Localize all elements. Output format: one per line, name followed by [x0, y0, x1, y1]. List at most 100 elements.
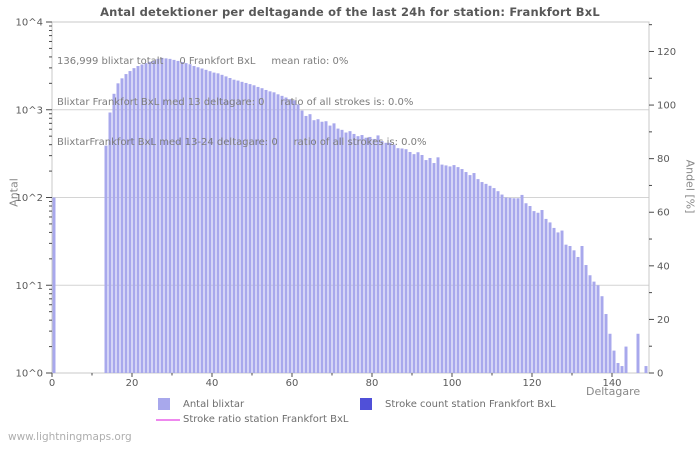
bar-antal-blixtar — [492, 188, 496, 373]
x-axis-tick-label: 20 — [126, 378, 139, 389]
bar-antal-blixtar — [472, 173, 476, 373]
bar-antal-blixtar — [172, 59, 176, 374]
bar-antal-blixtar — [484, 183, 488, 373]
right-axis-tick-label: 40 — [657, 261, 670, 272]
bar-antal-blixtar — [224, 76, 228, 373]
bar-antal-blixtar — [200, 68, 204, 373]
bar-antal-blixtar — [252, 85, 256, 374]
bar-antal-blixtar — [104, 145, 108, 373]
bar-antal-blixtar — [600, 296, 604, 373]
bar-antal-blixtar — [624, 346, 628, 373]
bar-antal-blixtar — [644, 366, 648, 373]
bar-antal-blixtar — [112, 93, 116, 374]
x-axis-tick-label: 120 — [522, 378, 541, 389]
bar-antal-blixtar — [564, 244, 568, 373]
x-axis-tick-label: 140 — [602, 378, 621, 389]
bar-antal-blixtar — [552, 227, 556, 373]
bar-antal-blixtar — [420, 155, 424, 373]
bar-antal-blixtar — [404, 149, 408, 373]
right-axis-tick-label: 60 — [657, 208, 670, 219]
bar-antal-blixtar — [596, 285, 600, 373]
bar-antal-blixtar — [336, 128, 340, 373]
bar-antal-blixtar — [324, 121, 328, 373]
bar-antal-blixtar — [388, 142, 392, 373]
legend-label-stroke-count: Stroke count station Frankfort BxL — [385, 399, 556, 410]
bar-antal-blixtar — [228, 78, 232, 373]
bar-antal-blixtar — [132, 68, 136, 374]
bar-antal-blixtar — [448, 166, 452, 373]
left-axis-tick-label: 10^2 — [16, 193, 43, 204]
bar-antal-blixtar — [516, 198, 520, 373]
bar-antal-blixtar — [196, 67, 200, 373]
legend-swatch-antal-blixtar — [158, 398, 170, 410]
bar-antal-blixtar — [376, 135, 380, 373]
bar-antal-blixtar — [296, 104, 300, 373]
bar-antal-blixtar — [272, 92, 276, 373]
bar-antal-blixtar — [412, 154, 416, 373]
bar-antal-blixtar — [140, 64, 144, 374]
bar-antal-blixtar — [532, 211, 536, 373]
bar-antal-blixtar — [584, 265, 588, 373]
bar-antal-blixtar — [464, 172, 468, 373]
bar-antal-blixtar — [120, 78, 124, 373]
bar-antal-blixtar — [128, 71, 132, 373]
bar-antal-blixtar — [636, 333, 640, 373]
bar-antal-blixtar — [268, 91, 272, 374]
bar-antal-blixtar — [384, 142, 388, 373]
bar-antal-blixtar — [264, 89, 268, 373]
bar-antal-blixtar — [164, 58, 168, 373]
x-axis-tick-label: 0 — [49, 378, 55, 389]
bar-antal-blixtar — [312, 120, 316, 373]
bar-antal-blixtar — [328, 125, 332, 373]
bar-antal-blixtar — [232, 79, 236, 374]
bar-antal-blixtar — [320, 121, 324, 374]
bar-antal-blixtar — [280, 95, 284, 373]
legend-swatch-stroke-count — [360, 398, 372, 410]
bar-antal-blixtar — [284, 97, 288, 373]
left-axis-tick-label: 10^1 — [16, 281, 43, 292]
right-axis-tick-label: 120 — [657, 47, 676, 58]
bar-antal-blixtar — [508, 197, 512, 373]
bar-antal-blixtar — [176, 60, 180, 374]
bar-antal-blixtar — [356, 136, 360, 373]
bar-antal-blixtar — [500, 194, 504, 373]
bar-antal-blixtar — [488, 185, 492, 373]
chart-title: Antal detektioner per deltagande of the … — [100, 5, 600, 19]
bar-antal-blixtar — [452, 165, 456, 373]
bar-antal-blixtar — [148, 61, 152, 373]
bar-antal-blixtar — [216, 73, 220, 373]
bar-antal-blixtar — [416, 152, 420, 373]
bar-antal-blixtar — [348, 131, 352, 373]
left-axis-tick-label: 10^3 — [16, 105, 43, 116]
stats-annotation: 136,999 blixtar totalt 0 Frankfort BxL m… — [57, 28, 427, 163]
bar-antal-blixtar — [220, 74, 224, 374]
legend-label-antal-blixtar: Antal blixtar — [183, 399, 245, 410]
bar-antal-blixtar — [476, 179, 480, 373]
bar-antal-blixtar — [52, 197, 56, 373]
bar-antal-blixtar — [344, 132, 348, 373]
bar-antal-blixtar — [512, 198, 516, 373]
bar-antal-blixtar — [540, 210, 544, 373]
bar-antal-blixtar — [124, 74, 128, 373]
x-axis-label: Deltagare — [586, 385, 641, 398]
bar-antal-blixtar — [436, 157, 440, 373]
bar-antal-blixtar — [496, 191, 500, 373]
bar-antal-blixtar — [520, 194, 524, 373]
watermark-link[interactable]: www.lightningmaps.org — [8, 431, 132, 443]
right-axis-tick-label: 0 — [657, 369, 663, 380]
bar-antal-blixtar — [604, 314, 608, 373]
bar-antal-blixtar — [408, 152, 412, 373]
y-axis-label-right: Andel [%] — [683, 159, 697, 214]
bar-antal-blixtar — [208, 71, 212, 374]
bar-antal-blixtar — [188, 64, 192, 374]
left-axis-tick-label: 10^4 — [16, 18, 43, 29]
bar-antal-blixtar — [580, 246, 584, 373]
bar-antal-blixtar — [244, 82, 248, 373]
bar-antal-blixtar — [304, 115, 308, 374]
bar-antal-blixtar — [240, 81, 244, 374]
bar-antal-blixtar — [360, 135, 364, 373]
bar-antal-blixtar — [396, 148, 400, 373]
bar-antal-blixtar — [592, 281, 596, 373]
bar-antal-blixtar — [156, 58, 160, 373]
bar-antal-blixtar — [456, 167, 460, 373]
